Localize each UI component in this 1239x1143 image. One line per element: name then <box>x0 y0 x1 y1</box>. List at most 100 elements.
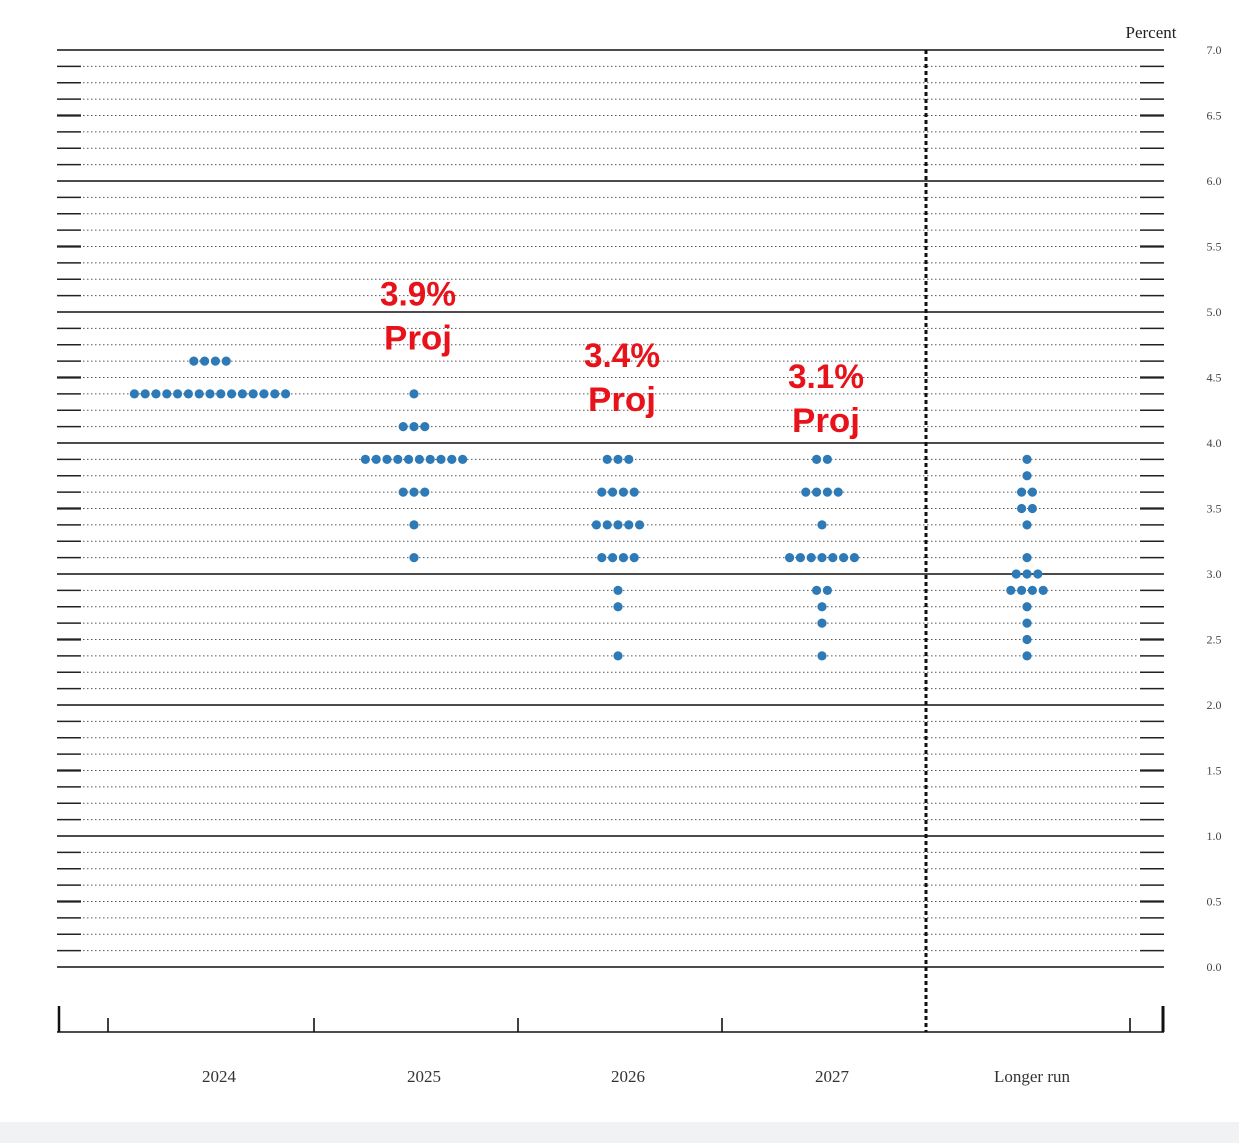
data-point-dot <box>629 487 639 497</box>
annotation-label: Proj <box>588 381 656 419</box>
y-tick-label: 6.0 <box>1207 174 1222 188</box>
data-point-dot <box>624 520 634 530</box>
data-point-dot <box>409 520 419 530</box>
data-point-dot <box>822 585 833 595</box>
y-tick-label: 1.0 <box>1207 829 1222 843</box>
data-point-dot <box>795 553 806 563</box>
data-point-dot <box>409 553 419 563</box>
y-tick-label: 0.0 <box>1207 960 1222 974</box>
annotation-value: 3.4% <box>584 337 660 375</box>
y-tick-label: 2.0 <box>1207 698 1222 712</box>
x-axis <box>57 50 1165 1033</box>
data-point-dot <box>1022 634 1032 645</box>
y-tick-label: 3.5 <box>1207 502 1222 516</box>
annotation-label: Proj <box>792 402 860 440</box>
data-point-dot <box>618 487 629 497</box>
data-point-dot <box>613 602 623 612</box>
data-point-dot <box>173 389 183 399</box>
data-point-dot <box>151 389 161 399</box>
data-point-dot <box>259 389 269 399</box>
data-point-dot <box>183 389 193 399</box>
data-point-dot <box>602 520 612 530</box>
x-tick-label: 2024 <box>202 1067 237 1086</box>
axis-labels: 0.0 0.5 1.0 1.5 2.0 2.5 3.0 3.5 4.0 4.5 5.0 5.5 6.0 6… <box>202 23 1222 1086</box>
data-point-dot <box>414 454 424 464</box>
data-point-dot <box>398 487 408 497</box>
data-point-dot <box>608 487 618 497</box>
data-point-dot <box>210 356 220 366</box>
data-point-dot <box>828 553 838 563</box>
data-point-dot <box>624 454 634 464</box>
data-point-dot <box>833 487 843 497</box>
data-point-dot <box>1022 602 1032 612</box>
data-point-dot <box>436 454 446 464</box>
data-point-dot <box>1022 569 1032 579</box>
data-point-dot <box>1027 585 1037 595</box>
y-tick-label: 4.0 <box>1207 436 1222 450</box>
data-point-dot <box>420 422 430 432</box>
data-point-dot <box>806 553 816 563</box>
annotation-value: 3.9% <box>380 275 456 313</box>
data-point-dot <box>1038 585 1048 595</box>
data-point-dot <box>205 389 215 399</box>
data-point-dot <box>1017 585 1027 595</box>
data-point-dot <box>270 389 280 399</box>
x-tick-label: Longer run <box>994 1067 1071 1086</box>
data-point-dot <box>1027 487 1037 497</box>
data-point-dot <box>281 389 291 399</box>
data-point-dot <box>1033 569 1043 579</box>
data-point-dot <box>248 389 258 399</box>
data-point-dot <box>817 520 827 530</box>
data-point-dot <box>1022 553 1032 563</box>
data-point-dot <box>839 553 849 563</box>
data-point-dot <box>398 422 408 432</box>
data-point-dot <box>597 487 607 497</box>
dot-series <box>129 356 1048 661</box>
data-point-dot <box>1011 569 1021 579</box>
data-point-dot <box>140 389 150 399</box>
data-point-dot <box>393 454 403 464</box>
data-point-dot <box>360 454 370 464</box>
data-point-dot <box>608 553 618 563</box>
x-tick-label: 2026 <box>611 1067 645 1086</box>
annotation-value: 3.1% <box>788 358 864 396</box>
data-point-dot <box>425 454 435 464</box>
data-point-dot <box>1022 651 1032 661</box>
y-tick-label: 5.0 <box>1207 305 1222 319</box>
y-tick-label: 2.5 <box>1207 633 1222 647</box>
data-point-dot <box>420 487 430 497</box>
data-point-dot <box>409 389 419 399</box>
data-point-dot <box>1022 520 1032 530</box>
data-point-dot <box>447 454 457 464</box>
data-point-dot <box>1027 503 1037 514</box>
data-point-dot <box>849 553 860 563</box>
data-point-dot <box>194 389 204 399</box>
data-point-dot <box>613 585 623 595</box>
data-point-dot <box>602 454 612 464</box>
data-point-dot <box>162 389 172 399</box>
data-point-dot <box>189 356 199 366</box>
data-point-dot <box>591 520 602 530</box>
data-point-dot <box>200 356 210 366</box>
data-point-dot <box>817 553 827 563</box>
data-point-dot <box>613 651 623 661</box>
data-point-dot <box>1022 454 1032 464</box>
y-axis-label: Percent <box>1126 23 1177 42</box>
y-tick-label: 6.5 <box>1207 109 1222 123</box>
data-point-dot <box>817 618 827 628</box>
data-point-dot <box>822 487 833 497</box>
data-point-dot <box>221 356 231 366</box>
data-point-dot <box>1022 471 1032 481</box>
data-point-dot <box>1017 487 1027 497</box>
data-point-dot <box>785 553 795 563</box>
y-tick-label: 7.0 <box>1207 43 1222 57</box>
y-tick-label: 3.0 <box>1207 567 1222 581</box>
data-point-dot <box>812 454 822 464</box>
x-tick-label: 2027 <box>815 1067 850 1086</box>
data-point-dot <box>613 454 623 464</box>
data-point-dot <box>822 454 833 464</box>
data-point-dot <box>801 487 811 497</box>
gridlines <box>57 49 1164 968</box>
